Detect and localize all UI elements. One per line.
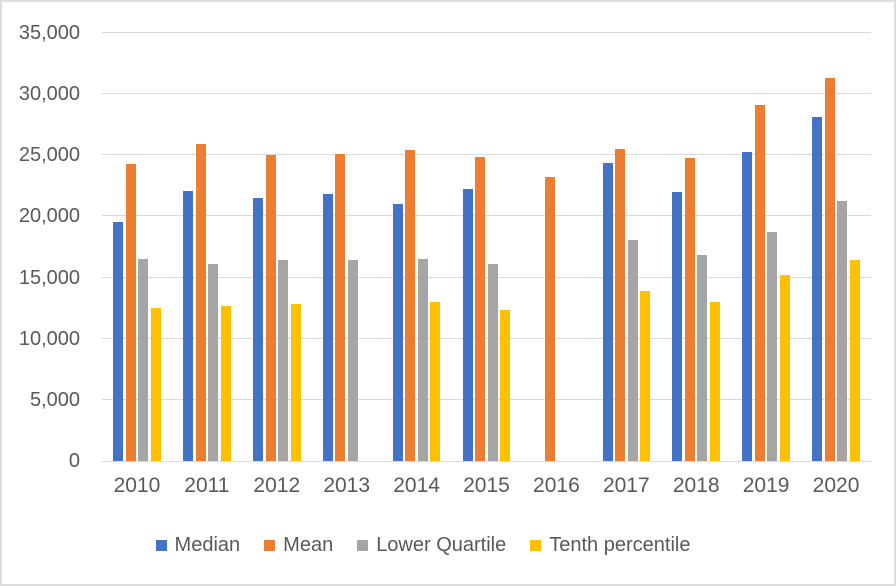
bar-tenth-percentile-2015 — [500, 309, 511, 461]
y-axis-label-0: 0 — [68, 450, 80, 472]
bar-mean-2014 — [405, 149, 416, 461]
legend-item-lower-quartile: Lower Quartile — [357, 534, 506, 557]
gridline-5000 — [102, 398, 871, 400]
bar-tenth-percentile-2020 — [849, 260, 860, 461]
bar-lower-quartile-2010 — [138, 259, 149, 461]
bar-mean-2011 — [195, 144, 206, 461]
legend-swatch-icon — [155, 540, 167, 551]
legend-item-tenth-percentile: Tenth percentile — [530, 534, 690, 557]
bar-tenth-percentile-2014 — [430, 302, 441, 461]
bar-mean-2012 — [265, 154, 276, 461]
x-axis-label-2016: 2016 — [533, 474, 580, 497]
bar-mean-2010 — [125, 163, 136, 461]
x-axis-label-2014: 2014 — [393, 474, 440, 497]
y-axis-label-15000: 15,000 — [18, 266, 80, 289]
x-axis-label-2010: 2010 — [113, 474, 161, 497]
bar-lower-quartile-2019 — [767, 231, 778, 461]
y-axis-label-20000: 20,000 — [18, 205, 80, 228]
y-axis-label-5000: 5,000 — [29, 388, 80, 411]
gridline-15000 — [102, 276, 871, 278]
x-axis-label-2017: 2017 — [602, 474, 650, 497]
legend-label: Tenth percentile — [549, 534, 691, 556]
gridline-20000 — [102, 215, 871, 217]
bar-tenth-percentile-2017 — [640, 291, 651, 461]
legend-label: Lower Quartile — [376, 534, 507, 556]
gridline-35000 — [102, 32, 871, 33]
x-axis-label-2019: 2019 — [742, 474, 790, 497]
legend-label: Median — [174, 534, 241, 556]
bar-lower-quartile-2018 — [697, 254, 708, 461]
bar-tenth-percentile-2011 — [220, 305, 231, 461]
gridline-30000 — [102, 93, 871, 95]
bar-median-2017 — [602, 162, 613, 461]
bar-median-2020 — [812, 117, 823, 461]
legend-swatch-icon — [264, 540, 276, 551]
gridline-0 — [102, 461, 871, 462]
bar-lower-quartile-2011 — [208, 264, 219, 461]
bar-median-2015 — [462, 188, 473, 461]
bar-mean-2018 — [684, 157, 695, 461]
legend-swatch-icon — [357, 540, 369, 551]
x-axis-label-2018: 2018 — [672, 474, 720, 497]
bar-lower-quartile-2015 — [487, 264, 498, 461]
bar-mean-2015 — [475, 156, 486, 461]
x-axis: 2010 2011 2012 2013 2014 2015 2016 2017 2018 2019… — [102, 474, 871, 502]
bar-lower-quartile-2020 — [837, 200, 848, 461]
bar-tenth-percentile-2012 — [290, 304, 301, 461]
bar-mean-2020 — [824, 78, 835, 461]
bar-tenth-percentile-2018 — [709, 302, 720, 461]
bar-mean-2019 — [754, 104, 765, 461]
legend-item-mean: Mean — [264, 534, 333, 557]
bar-tenth-percentile-2019 — [779, 275, 790, 461]
bar-median-2018 — [672, 191, 683, 461]
bar-lower-quartile-2017 — [627, 240, 638, 461]
bar-tenth-percentile-2010 — [150, 308, 161, 461]
x-axis-label-2020: 2020 — [812, 474, 860, 497]
x-axis-label-2013: 2013 — [323, 474, 371, 497]
legend: Median Mean Lower Quartile Tenth percentile — [2, 534, 871, 557]
y-axis-label-10000: 10,000 — [18, 327, 80, 350]
bar-median-2010 — [113, 221, 124, 461]
bar-mean-2017 — [615, 148, 626, 461]
y-axis-label-30000: 30,000 — [18, 83, 80, 106]
x-axis-label-2011: 2011 — [184, 474, 230, 497]
gridline-25000 — [102, 154, 871, 156]
bar-lower-quartile-2014 — [417, 259, 428, 461]
bar-lower-quartile-2012 — [278, 260, 289, 461]
plot-area — [102, 32, 871, 462]
bar-mean-2013 — [335, 154, 346, 461]
legend-swatch-icon — [530, 540, 542, 551]
bar-median-2013 — [322, 194, 333, 461]
gridline-10000 — [102, 337, 871, 339]
y-axis-label-35000: 35,000 — [18, 22, 80, 44]
y-axis-label-25000: 25,000 — [18, 144, 80, 167]
bar-median-2014 — [392, 204, 403, 461]
bar-mean-2016 — [545, 176, 556, 461]
bar-median-2011 — [183, 190, 194, 461]
x-axis-label-2012: 2012 — [253, 474, 301, 497]
bar-median-2012 — [253, 198, 264, 461]
bar-median-2019 — [742, 151, 753, 461]
legend-label: Mean — [283, 534, 334, 556]
x-axis-label-2015: 2015 — [463, 474, 510, 497]
bar-lower-quartile-2013 — [347, 260, 358, 461]
legend-item-median: Median — [155, 534, 241, 557]
